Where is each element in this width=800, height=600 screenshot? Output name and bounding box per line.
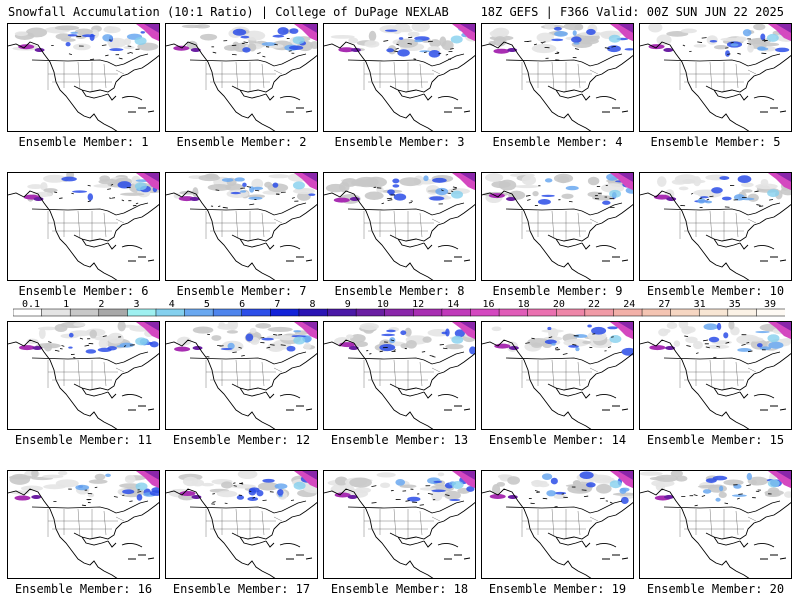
colorbar-tick-label: 27 <box>658 299 670 310</box>
ensemble-member-label: Ensemble Member: 13 <box>330 433 469 447</box>
snowfall-colorbar: 0.1 1 2 3 4 5 6 7 8 9 10 12 14 16 18 20 22 24 27 31 35 39 <box>13 299 785 317</box>
colorbar-tick-label: 12 <box>412 299 424 310</box>
ensemble-member-map <box>481 23 634 132</box>
colorbar-swatch <box>41 308 71 317</box>
ensemble-member-label: Ensemble Member: 11 <box>14 433 153 447</box>
ensemble-member-map <box>7 172 160 281</box>
colorbar-swatch <box>670 308 700 317</box>
colorbar-tick-label: 20 <box>553 299 565 310</box>
ensemble-member-label: Ensemble Member: 1 <box>18 135 149 149</box>
colorbar-tick-label: 22 <box>588 299 600 310</box>
colorbar-swatch <box>413 308 443 317</box>
ensemble-member-label: Ensemble Member: 7 <box>176 284 307 298</box>
ensemble-member-map <box>165 172 318 281</box>
ensemble-member-map <box>7 321 160 430</box>
colorbar-tick-label: 6 <box>239 299 245 310</box>
colorbar-swatch <box>527 308 557 317</box>
ensemble-member-map <box>639 23 792 132</box>
colorbar-tick-label: 8 <box>310 299 316 310</box>
colorbar-swatch <box>498 308 529 317</box>
ensemble-member-map <box>639 172 792 281</box>
colorbar-tick-label: 9 <box>345 299 351 310</box>
colorbar-tick-label: 5 <box>204 299 210 310</box>
colorbar-swatch <box>355 308 386 317</box>
colorbar-swatch <box>441 308 472 317</box>
colorbar-tick-label: 35 <box>729 299 741 310</box>
ensemble-member-map <box>481 172 634 281</box>
ensemble-member-label: Ensemble Member: 16 <box>14 582 153 596</box>
colorbar-swatch <box>127 308 157 317</box>
ensemble-member-label: Ensemble Member: 2 <box>176 135 307 149</box>
colorbar-tick-label: 18 <box>518 299 530 310</box>
colorbar-swatch <box>184 308 214 317</box>
ensemble-member-label: Ensemble Member: 18 <box>330 582 469 596</box>
colorbar-tick-label: 39 <box>764 299 776 310</box>
ensemble-member-map <box>165 23 318 132</box>
ensemble-member-map <box>7 23 160 132</box>
colorbar-swatch <box>384 308 414 317</box>
ensemble-member-map <box>481 321 634 430</box>
colorbar-swatch <box>155 308 186 317</box>
ensemble-member-map <box>323 470 476 579</box>
ensemble-member-label: Ensemble Member: 4 <box>492 135 623 149</box>
ensemble-member-map <box>323 23 476 132</box>
colorbar-swatch <box>298 308 329 317</box>
ensemble-member-label: Ensemble Member: 5 <box>650 135 781 149</box>
colorbar-swatch <box>556 308 586 317</box>
colorbar-tick-label: 4 <box>169 299 175 310</box>
ensemble-member-label: Ensemble Member: 6 <box>18 284 149 298</box>
ensemble-member-label: Ensemble Member: 19 <box>488 582 627 596</box>
ensemble-member-label: Ensemble Member: 3 <box>334 135 465 149</box>
ensemble-member-map <box>165 321 318 430</box>
ensemble-member-map <box>323 172 476 281</box>
ensemble-member-label: Ensemble Member: 12 <box>172 433 311 447</box>
colorbar-swatch <box>241 308 271 317</box>
ensemble-member-label: Ensemble Member: 8 <box>334 284 465 298</box>
ensemble-member-label: Ensemble Member: 15 <box>646 433 785 447</box>
model-valid-time: 18Z GEFS | F366 Valid: 00Z SUN JUN 22 20… <box>480 5 784 19</box>
ensemble-member-label: Ensemble Member: 10 <box>646 284 785 298</box>
map-title: Snowfall Accumulation (10:1 Ratio) | Col… <box>8 5 449 19</box>
colorbar-tick-label: 2 <box>98 299 104 310</box>
colorbar-tick-label: 7 <box>274 299 280 310</box>
colorbar-swatch <box>756 308 785 317</box>
colorbar-tick-label: 16 <box>482 299 494 310</box>
ensemble-member-label: Ensemble Member: 17 <box>172 582 311 596</box>
colorbar-swatch <box>641 308 672 317</box>
colorbar-swatch <box>327 308 357 317</box>
colorbar-tick-label: 14 <box>447 299 459 310</box>
ensemble-member-map <box>165 470 318 579</box>
ensemble-member-map <box>639 470 792 579</box>
ensemble-member-label: Ensemble Member: 20 <box>646 582 785 596</box>
ensemble-member-label: Ensemble Member: 9 <box>492 284 623 298</box>
ensemble-member-map <box>323 321 476 430</box>
colorbar-tick-label: 31 <box>694 299 706 310</box>
colorbar-swatch <box>698 308 729 317</box>
ensemble-member-label: Ensemble Member: 14 <box>488 433 627 447</box>
colorbar-swatch <box>13 308 43 317</box>
ensemble-member-map <box>7 470 160 579</box>
ensemble-member-map <box>639 321 792 430</box>
colorbar-swatch <box>98 308 128 317</box>
colorbar-swatch <box>727 308 757 317</box>
ensemble-member-map <box>481 470 634 579</box>
colorbar-swatch <box>69 308 100 317</box>
colorbar-tick-label: 10 <box>377 299 389 310</box>
colorbar-swatch <box>270 308 300 317</box>
colorbar-tick-label: 24 <box>623 299 635 310</box>
colorbar-tick-label: 1 <box>63 299 69 310</box>
colorbar-swatch <box>584 308 614 317</box>
colorbar-tick-label: 0.1 <box>22 299 40 310</box>
colorbar-tick-label: 3 <box>134 299 140 310</box>
colorbar-swatch <box>470 308 500 317</box>
colorbar-swatch <box>613 308 643 317</box>
colorbar-swatch <box>212 308 243 317</box>
